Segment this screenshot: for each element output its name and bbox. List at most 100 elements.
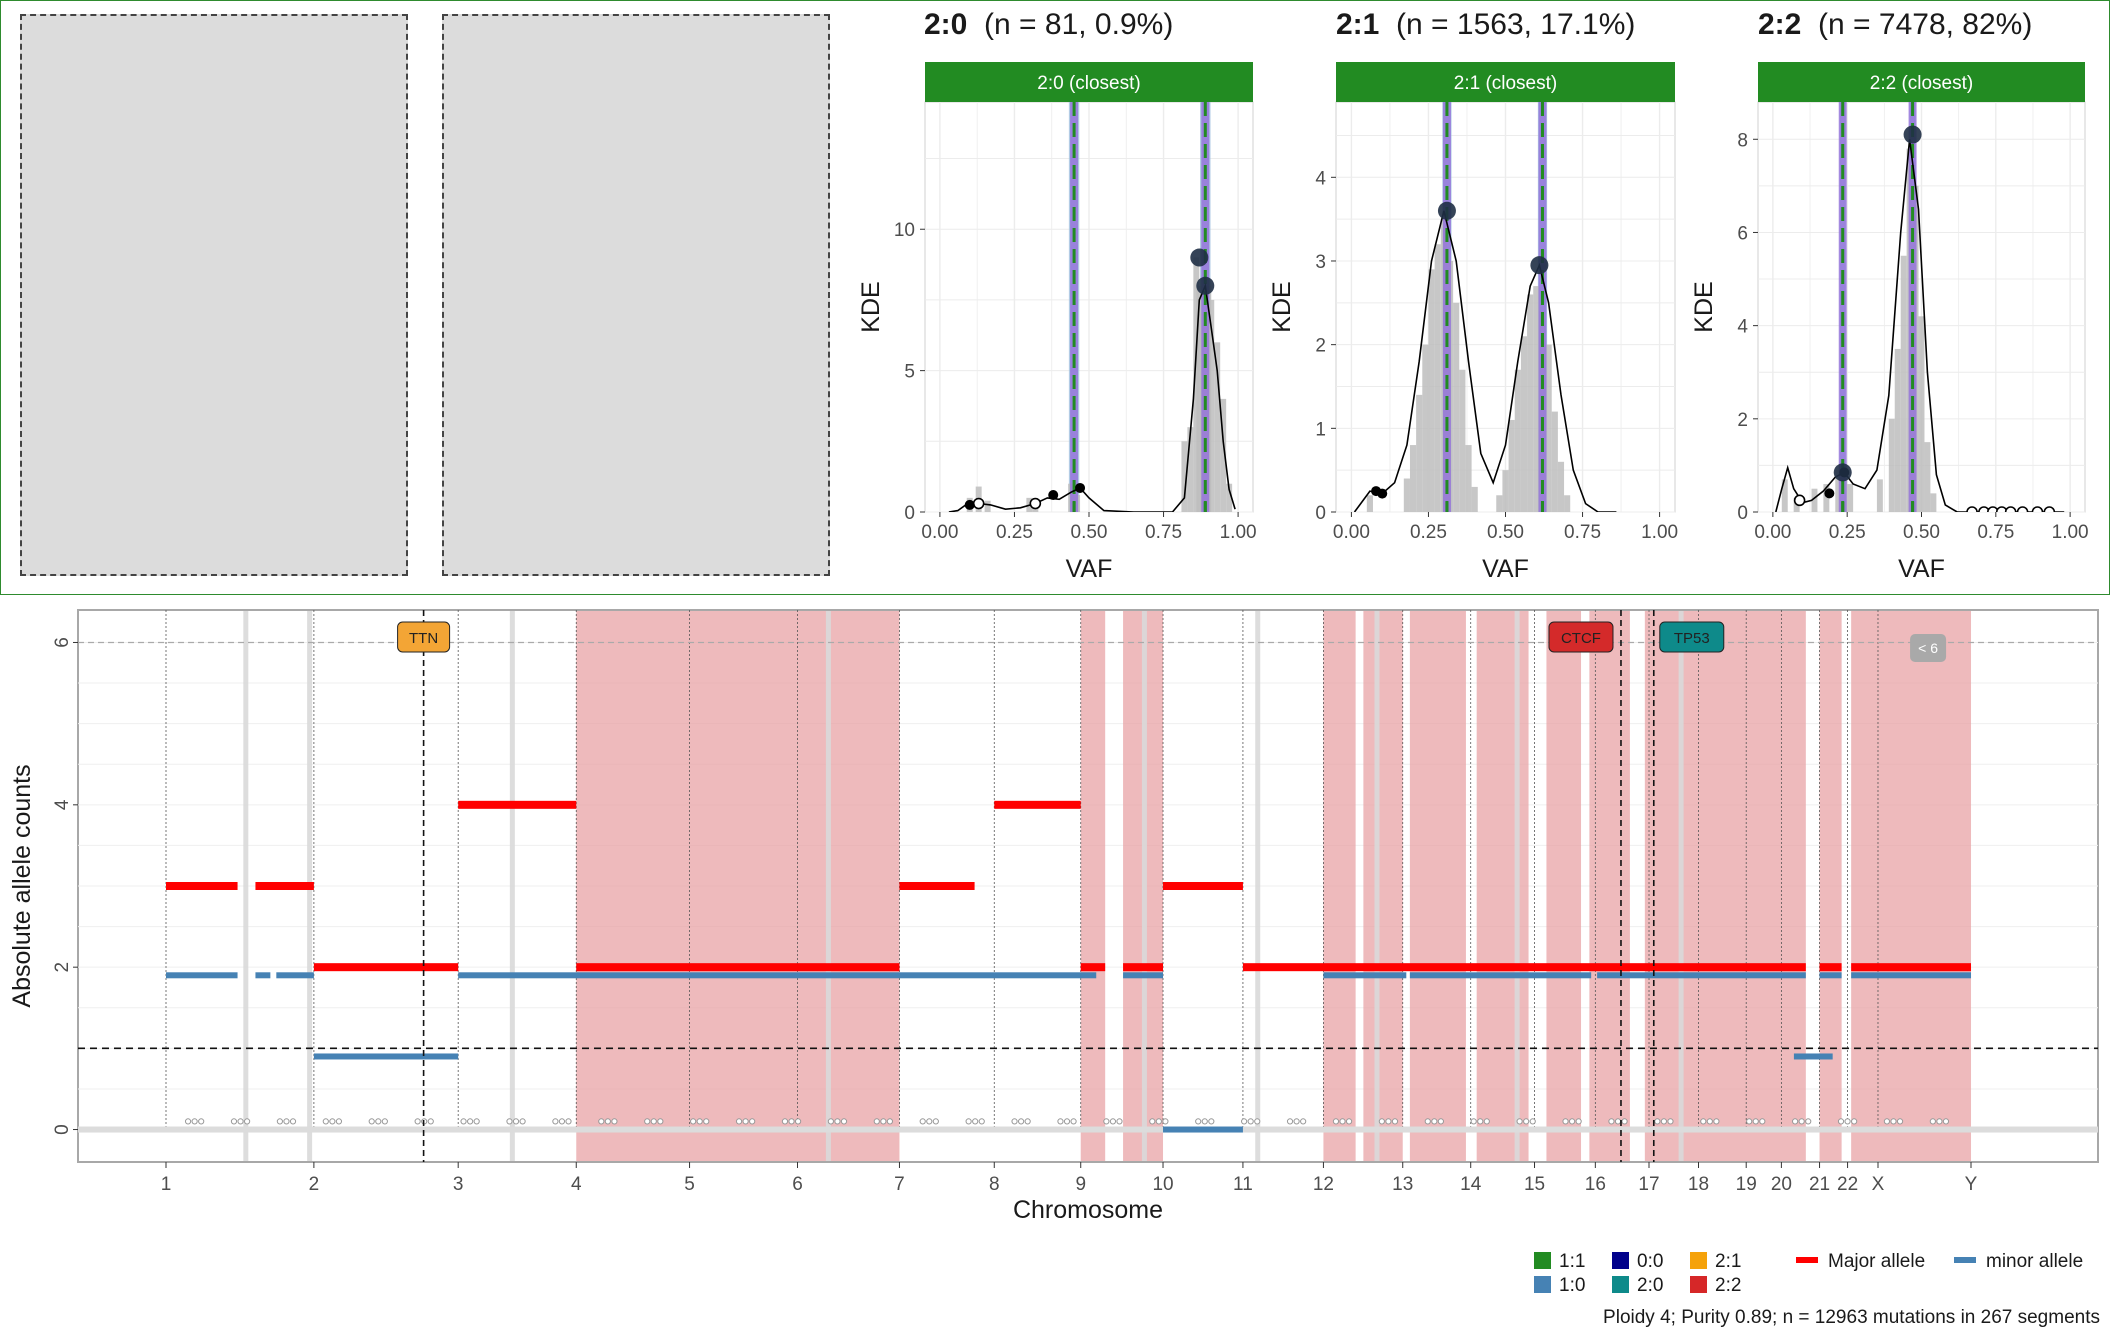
histogram-bar [1557,461,1565,512]
mutation-dot [873,1118,880,1125]
mutation-dot [1798,1118,1805,1125]
legend-item-2-0: 2:0 [1612,1275,1663,1297]
major-allele-segment [1123,963,1164,972]
x-tick-label: 0.00 [1333,522,1370,543]
mutation-dot [978,1118,985,1125]
kde-point-open [1793,494,1806,507]
major-allele-segment [1819,963,1842,972]
swatch [1690,1276,1707,1293]
x-tick-label: 1.00 [2052,522,2089,543]
mutation-dot [1477,1118,1484,1125]
mutation-dot [1424,1118,1431,1125]
mutation-dot [1667,1118,1674,1125]
peak-point [1437,201,1456,220]
mutation-dot [184,1118,192,1125]
plot-area [1353,102,1617,512]
y-tick-label: 6 [1737,223,1748,244]
major-allele-segment [1163,882,1243,890]
mutation-dot [657,1118,664,1125]
x-tick-label: X [1872,1174,1885,1195]
panel-title-2-1: 2:1 (n = 1563, 17.1%) [1336,8,1636,41]
minor-allele-segment [1851,972,1972,979]
empty-plot-placeholder-2 [442,14,830,576]
mutation-dot [329,1118,336,1125]
histogram-bar [1918,316,1925,512]
minor-allele-segment [1163,1126,1243,1133]
histogram-bar [1187,427,1194,512]
mutation-dot [230,1118,238,1125]
x-tick-label: 0.75 [1145,522,1182,543]
centromere-band [1255,611,1261,1161]
mutation-dot [473,1118,480,1125]
mutation-dot [1293,1118,1300,1125]
mutation-dot [1713,1118,1720,1125]
mutation-dot [558,1118,566,1125]
histogram-bar [1502,470,1509,512]
facet-strip [1336,62,1675,102]
kde-point-open [1978,506,1990,512]
histogram-bar [1894,348,1901,512]
mutation-dot [243,1118,251,1125]
swatch [1612,1276,1629,1293]
x-tick-label: 13 [1392,1174,1413,1195]
mutation-dot [1851,1118,1858,1125]
mutation-dot [1792,1118,1799,1125]
gene-label-box [1659,621,1725,653]
mutation-dot [1116,1118,1123,1125]
mutation-dot [1942,1118,1950,1125]
mutation-dot [880,1118,887,1125]
baseline [78,1126,2098,1133]
y-tick-label: 8 [1737,130,1748,151]
panel-title-2-0: 2:0 (n = 81, 0.9%) [924,8,1174,41]
cna-shaded-region [1546,611,1582,1161]
mutation-dot [1339,1118,1346,1125]
mutation-dot [1654,1118,1661,1125]
mutation-dot [1300,1118,1307,1125]
mutation-dot [1431,1118,1438,1125]
legend-item-1-1: 1:1 [1534,1251,1585,1273]
mutation-dot [840,1118,848,1125]
plot-area [1775,102,2065,512]
mutation-dot [276,1118,283,1125]
mutation-dot [1562,1118,1569,1125]
mutation-dot [289,1118,297,1125]
x-tick-label: 4 [571,1174,582,1195]
centromere-band [1141,611,1147,1161]
centromere-band [1514,611,1520,1161]
x-tick-label: 11 [1233,1174,1253,1195]
mutation-dot [237,1118,244,1125]
swatch [1690,1252,1707,1269]
centromere-band [509,611,515,1161]
gene-label: TP53 [1674,630,1710,647]
legend: 1:1 1:0 0:0 2:0 2:1 2:2 Major allele min… [1530,1251,2100,1311]
mutation-dot [1201,1118,1208,1125]
minor-allele-segment [1123,972,1164,979]
facet-strip-label: 2:2 (closest) [1870,73,1973,94]
mutation-dot [1529,1118,1536,1125]
caption: Ploidy 4; Purity 0.89; n = 12963 mutatio… [1603,1307,2100,1328]
peak-point [1196,276,1215,295]
mutation-dot [1837,1118,1845,1125]
histogram-bar [1924,442,1931,512]
x-tick-label: 0.50 [1487,522,1524,543]
cna-shaded-region [1851,611,1972,1161]
y-tick-label: 6 [52,637,73,648]
histogram-bar [1220,398,1227,512]
histogram-bar [1564,495,1571,512]
cna-shaded-region [1819,611,1842,1161]
kde-point-open [2004,506,2017,512]
x-tick-label: 0.00 [1754,522,1791,543]
mutation-dot [1437,1118,1444,1125]
histogram-bar [1208,299,1215,512]
histogram-bar [1471,486,1478,512]
cna-shaded-region [1476,611,1529,1161]
kde-point [1048,490,1059,501]
x-tick-label: 20 [1771,1174,1792,1195]
y-axis-label: KDE [1690,281,1718,332]
mutation-dot [1706,1118,1713,1125]
y-tick-label: 0 [1737,503,1748,524]
minor-allele-segment [255,972,271,979]
y-axis-label: Absolute allele counts [8,764,36,1007]
x-axis-label: Chromosome [1013,1196,1163,1224]
x-tick-label: 0.00 [921,522,958,543]
